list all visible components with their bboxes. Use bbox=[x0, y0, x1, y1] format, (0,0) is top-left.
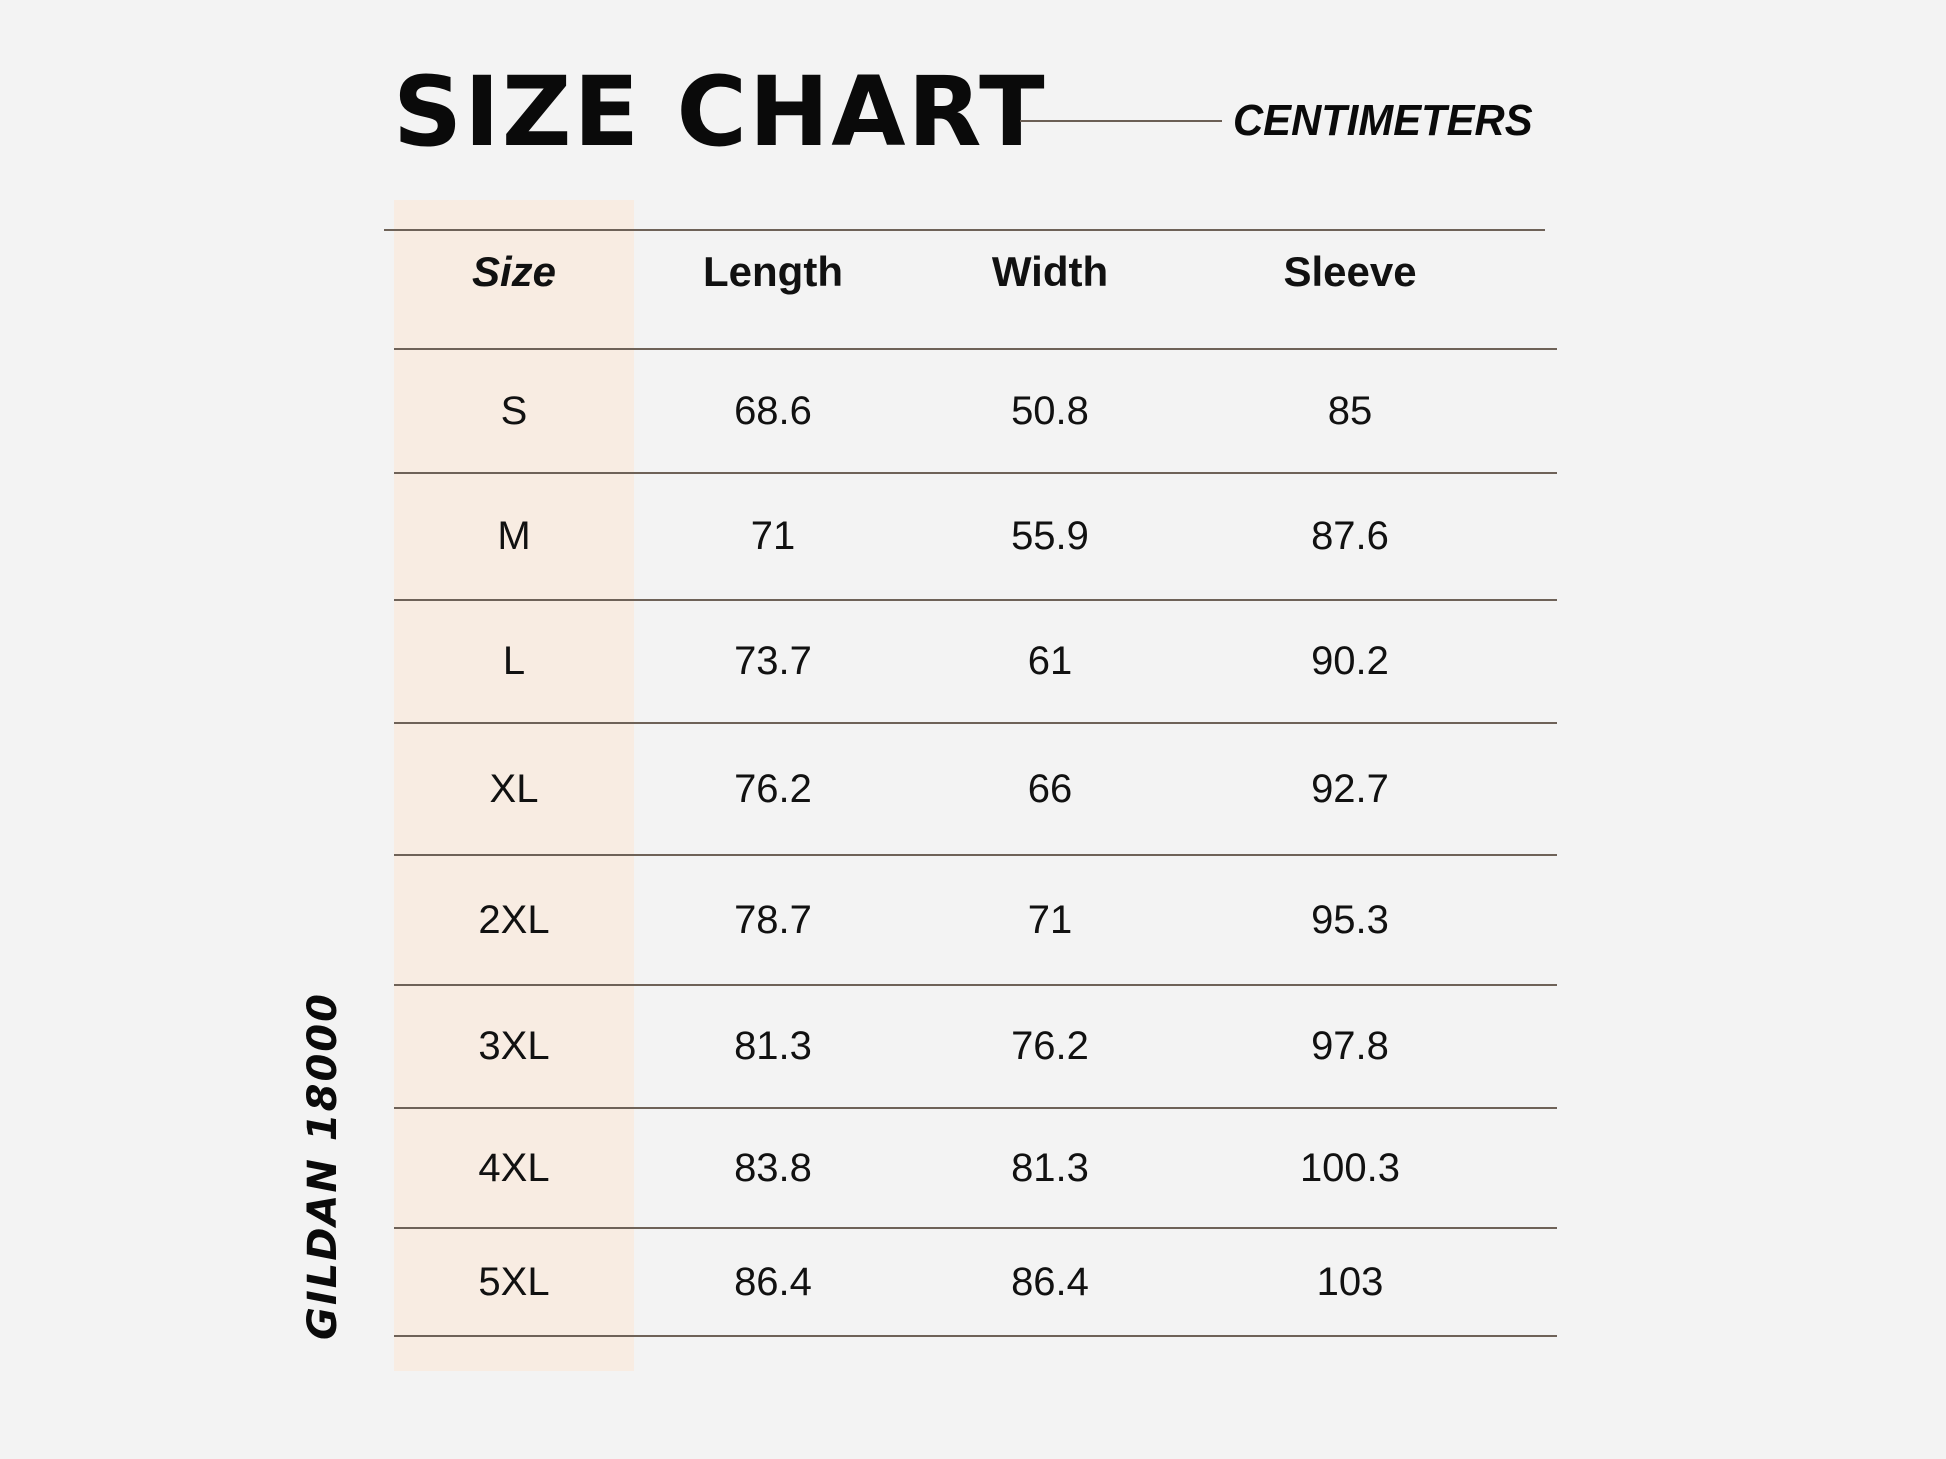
header-top-rule bbox=[384, 229, 1545, 231]
cell-sleeve: 87.6 bbox=[1311, 514, 1389, 558]
header-sleeve: Sleeve bbox=[1283, 248, 1417, 295]
cell-size: L bbox=[502, 639, 526, 683]
cell-length: 71 bbox=[750, 514, 796, 558]
cell-size: 5XL bbox=[478, 1259, 550, 1304]
cell-sleeve: 103 bbox=[1316, 1259, 1384, 1304]
header-length: Length bbox=[703, 248, 843, 295]
table-row: XL 76.2 66 92.7 bbox=[394, 724, 1557, 854]
cell-size: S bbox=[500, 388, 528, 433]
header-size: Size bbox=[471, 248, 557, 295]
table-row: 3XL 81.3 76.2 97.8 bbox=[394, 986, 1557, 1107]
table-header: Size Length Width Sleeve bbox=[394, 232, 1557, 312]
row-rule bbox=[394, 599, 1557, 601]
cell-sleeve: 85 bbox=[1327, 388, 1373, 433]
row-rule bbox=[394, 1227, 1557, 1229]
cell-length: 86.4 bbox=[734, 1259, 812, 1304]
table-row: L 73.7 61 90.2 bbox=[394, 601, 1557, 722]
cell-size: 3XL bbox=[478, 1024, 550, 1068]
cell-sleeve: 100.3 bbox=[1299, 1145, 1401, 1190]
row-rule bbox=[394, 984, 1557, 986]
row-rule bbox=[394, 722, 1557, 724]
table-row: M 71 55.9 87.6 bbox=[394, 474, 1557, 599]
page-title: SIZE CHART bbox=[393, 56, 1047, 168]
cell-sleeve: 95.3 bbox=[1311, 897, 1389, 942]
size-column-highlight bbox=[394, 200, 634, 1371]
cell-length: 81.3 bbox=[734, 1024, 812, 1068]
cell-width: 55.9 bbox=[1011, 514, 1089, 558]
table-row: 2XL 78.7 71 95.3 bbox=[394, 856, 1557, 984]
cell-width: 61 bbox=[1027, 639, 1073, 683]
cell-size: M bbox=[497, 514, 531, 558]
cell-size: 4XL bbox=[478, 1145, 550, 1190]
cell-size: XL bbox=[489, 766, 539, 811]
cell-length: 73.7 bbox=[734, 639, 812, 683]
cell-width: 50.8 bbox=[1011, 388, 1089, 433]
cell-sleeve: 97.8 bbox=[1311, 1024, 1389, 1068]
cell-width: 71 bbox=[1027, 897, 1073, 942]
brand-label: GILDAN 18000 bbox=[300, 992, 346, 1340]
cell-length: 76.2 bbox=[734, 766, 812, 811]
cell-width: 86.4 bbox=[1011, 1259, 1089, 1304]
title-divider bbox=[1020, 120, 1222, 122]
cell-width: 76.2 bbox=[1011, 1024, 1089, 1068]
table-row: 5XL 86.4 86.4 103 bbox=[394, 1229, 1557, 1335]
row-rule bbox=[394, 472, 1557, 474]
cell-length: 68.6 bbox=[734, 388, 812, 433]
row-rule bbox=[394, 1107, 1557, 1109]
cell-length: 83.8 bbox=[734, 1145, 812, 1190]
table-row: S 68.6 50.8 85 bbox=[394, 350, 1557, 472]
row-rule bbox=[394, 854, 1557, 856]
header-width: Width bbox=[991, 248, 1109, 295]
table-row: 4XL 83.8 81.3 100.3 bbox=[394, 1109, 1557, 1227]
unit-label: CENTIMETERS bbox=[1233, 96, 1533, 145]
cell-size: 2XL bbox=[478, 897, 550, 942]
cell-sleeve: 90.2 bbox=[1311, 639, 1389, 683]
cell-width: 81.3 bbox=[1011, 1145, 1089, 1190]
cell-length: 78.7 bbox=[734, 897, 812, 942]
row-rule bbox=[394, 348, 1557, 350]
cell-width: 66 bbox=[1027, 766, 1073, 811]
cell-sleeve: 92.7 bbox=[1311, 766, 1389, 811]
row-rule bbox=[394, 1335, 1557, 1337]
